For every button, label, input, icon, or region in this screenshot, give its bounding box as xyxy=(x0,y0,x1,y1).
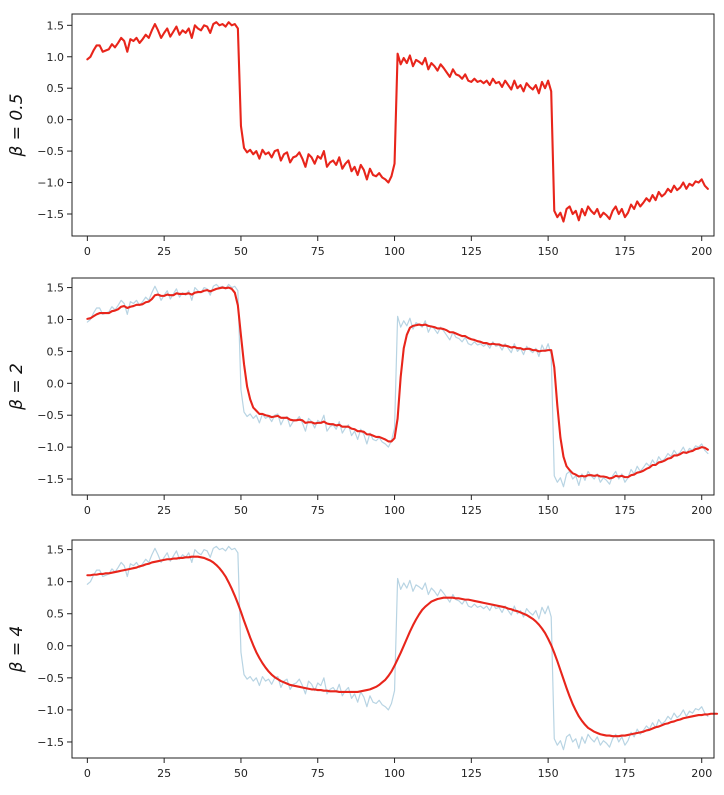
y-tick-label: −1.5 xyxy=(37,208,64,221)
y-tick-label: −1.0 xyxy=(37,704,64,717)
x-tick-label: 50 xyxy=(234,767,248,780)
axes-frame xyxy=(71,539,715,759)
y-tick-label: 0.5 xyxy=(47,608,65,621)
y-axis-label: β = 2 xyxy=(7,363,27,411)
x-tick-label: 150 xyxy=(538,245,559,258)
series-raw-line xyxy=(86,545,709,751)
y-tick-label: 1.0 xyxy=(47,51,65,64)
x-tick-label: 25 xyxy=(157,504,171,517)
axes-frame xyxy=(71,277,715,496)
y-tick-label: 0.5 xyxy=(47,345,65,358)
y-tick-label: 0.0 xyxy=(47,114,65,127)
y-tick-label: −1.5 xyxy=(37,473,64,486)
y-axis-label: β = 0.5 xyxy=(7,94,27,158)
axes-frame xyxy=(71,13,715,237)
x-tick-label: 25 xyxy=(157,245,171,258)
x-tick-label: 25 xyxy=(157,767,171,780)
subplot-1: 0 25 50 75 100 125 150 175 200 −1.5 −1.0 −0.5 0.0 0.5… xyxy=(7,13,715,258)
series-raw-line xyxy=(86,283,709,488)
series-raw-line xyxy=(86,21,709,223)
x-tick-label: 100 xyxy=(384,504,405,517)
y-tick-label: 1.5 xyxy=(47,282,65,295)
y-tick-label: 0.0 xyxy=(47,640,65,653)
y-tick-label: 1.5 xyxy=(47,544,65,557)
y-tick-label: −0.5 xyxy=(37,145,64,158)
y-tick-label: 1.0 xyxy=(47,313,65,326)
x-tick-label: 0 xyxy=(84,245,91,258)
x-tick-label: 50 xyxy=(234,504,248,517)
x-tick-label: 75 xyxy=(311,504,325,517)
y-axis-label: β = 4 xyxy=(7,626,27,674)
x-tick-label: 150 xyxy=(538,504,559,517)
subplot-3: 0 25 50 75 100 125 150 175 200 −1.5 −1.0 −0.5 0.0 0.5… xyxy=(7,539,719,780)
series-smoothed-line xyxy=(86,286,709,480)
subplot-2: 0 25 50 75 100 125 150 175 200 −1.5 −1.0 −0.5 0.0 0.5… xyxy=(7,277,715,517)
x-tick-label: 75 xyxy=(311,767,325,780)
x-tick-label: 50 xyxy=(234,245,248,258)
y-tick-label: 1.5 xyxy=(47,19,65,32)
y-tick-label: −1.0 xyxy=(37,177,64,190)
series-smoothed-line xyxy=(86,555,719,738)
x-tick-label: 200 xyxy=(691,245,712,258)
x-tick-label: 75 xyxy=(311,245,325,258)
series-smoothed-line xyxy=(86,21,709,223)
y-tick-label: −0.5 xyxy=(37,672,64,685)
y-tick-label: 0.0 xyxy=(47,377,65,390)
y-tick-label: 1.0 xyxy=(47,576,65,589)
x-tick-label: 100 xyxy=(384,245,405,258)
x-tick-label: 125 xyxy=(461,245,482,258)
x-tick-label: 200 xyxy=(691,767,712,780)
x-tick-label: 175 xyxy=(614,767,635,780)
x-tick-label: 100 xyxy=(384,767,405,780)
x-tick-label: 175 xyxy=(614,245,635,258)
y-tick-label: −1.0 xyxy=(37,441,64,454)
x-tick-label: 0 xyxy=(84,504,91,517)
x-tick-label: 150 xyxy=(538,767,559,780)
x-tick-label: 200 xyxy=(691,504,712,517)
x-tick-label: 175 xyxy=(614,504,635,517)
x-tick-label: 125 xyxy=(461,767,482,780)
x-tick-label: 125 xyxy=(461,504,482,517)
y-tick-label: −1.5 xyxy=(37,736,64,749)
x-tick-label: 0 xyxy=(84,767,91,780)
y-tick-label: 0.5 xyxy=(47,82,65,95)
y-tick-label: −0.5 xyxy=(37,409,64,422)
